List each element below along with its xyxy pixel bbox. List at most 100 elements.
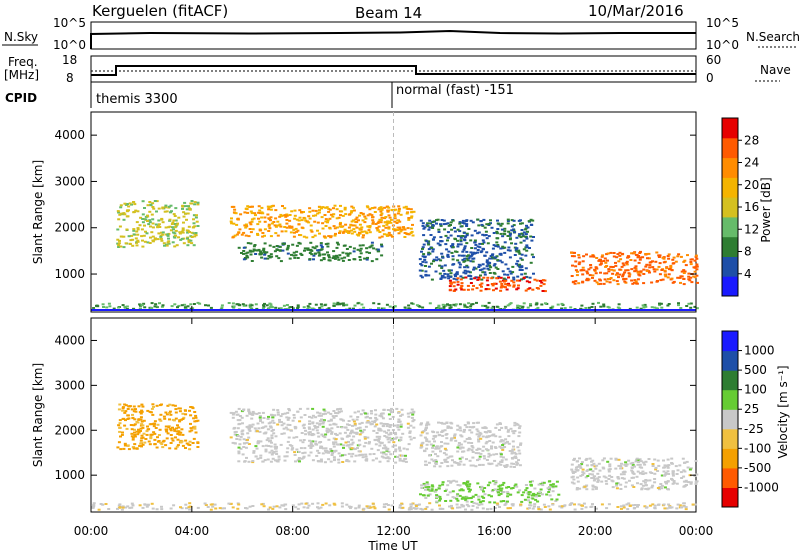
colorbar-tick-label: 24: [744, 156, 759, 170]
power-echo-cell: [151, 240, 155, 243]
power-echo-cell: [429, 234, 433, 236]
velocity-echo-cell: [355, 418, 359, 421]
power-echo-cell: [302, 235, 306, 238]
power-echo-cell: [535, 302, 539, 305]
power-echo-cell: [108, 305, 112, 308]
velocity-echo-cell: [299, 416, 303, 419]
velocity-echo-cell: [258, 430, 262, 433]
power-echo-cell: [475, 301, 478, 304]
velocity-echo-cell: [667, 473, 671, 475]
power-echo-cell: [607, 278, 610, 280]
velocity-echo-cell: [377, 429, 381, 432]
velocity-echo-cell: [127, 405, 131, 408]
velocity-echo-cell: [349, 506, 352, 509]
velocity-echo-cell: [443, 458, 447, 461]
power-echo-cell: [353, 224, 357, 227]
velocity-echo-cell: [630, 469, 634, 472]
velocity-echo-cell: [466, 497, 470, 500]
power-echo-cell: [483, 254, 487, 257]
power-echo-cell: [117, 244, 121, 247]
velocity-echo-cell: [264, 448, 268, 451]
velocity-echo-cell: [318, 441, 321, 444]
power-echo-cell: [363, 257, 367, 260]
velocity-echo-cell: [328, 429, 332, 432]
velocity-echo-cell: [653, 472, 657, 475]
velocity-echo-cell: [419, 423, 423, 426]
velocity-echo-cell: [373, 419, 377, 422]
power-echo-cell: [157, 207, 161, 210]
power-echo-cell: [659, 302, 663, 305]
power-echo-cell: [599, 282, 603, 285]
velocity-echo-cell: [657, 488, 661, 491]
velocity-echo-cell: [585, 470, 589, 472]
velocity-echo-cell: [644, 487, 648, 490]
velocity-echo-cell: [342, 444, 346, 447]
velocity-echo-cell: [581, 473, 585, 476]
power-echo-cell: [136, 227, 140, 230]
power-echo-cell: [694, 265, 698, 268]
velocity-echo-cell: [610, 476, 614, 478]
velocity-echo-cell: [389, 439, 393, 442]
velocity-echo-cell: [119, 448, 123, 451]
velocity-echo-cell: [400, 502, 404, 505]
velocity-colorbar-label: Velocity [m s⁻¹]: [776, 365, 790, 458]
power-echo-cell: [348, 252, 352, 255]
power-echo-cell: [146, 220, 149, 222]
velocity-echo-cell: [653, 481, 657, 484]
power-echo-cell: [373, 206, 377, 209]
velocity-echo-cell: [575, 460, 579, 463]
power-echo-cell: [285, 219, 289, 221]
power-echo-cell: [489, 266, 493, 269]
velocity-echo-cell: [292, 416, 296, 419]
power-echo-cell: [293, 231, 296, 234]
velocity-echo-cell: [302, 439, 306, 441]
power-echo-cell: [604, 261, 608, 264]
power-echo-cell: [258, 209, 262, 212]
power-echo-cell: [617, 303, 621, 306]
power-echo-cell: [427, 243, 431, 246]
velocity-echo-cell: [321, 413, 325, 416]
velocity-echo-cell: [127, 417, 131, 420]
power-echo-cell: [236, 217, 240, 220]
velocity-echo-cell: [455, 462, 459, 464]
velocity-echo-cell: [332, 423, 336, 426]
power-echo-cell: [639, 307, 643, 310]
power-echo-cell: [630, 279, 634, 282]
power-echo-cell: [385, 223, 389, 226]
velocity-echo-cell: [272, 408, 276, 411]
power-echo-cell: [232, 305, 236, 308]
velocity-echo-cell: [355, 427, 359, 430]
power-echo-cell: [343, 206, 347, 209]
velocity-echo-cell: [134, 410, 138, 413]
power-echo-cell: [352, 258, 356, 261]
power-y-tick-label: 2000: [54, 221, 85, 235]
velocity-echo-cell: [478, 463, 482, 466]
velocity-echo-cell: [452, 479, 456, 482]
power-echo-cell: [436, 218, 440, 221]
power-echo-cell: [522, 302, 526, 305]
velocity-echo-cell: [622, 477, 626, 480]
velocity-echo-cell: [424, 497, 428, 499]
power-echo-cell: [525, 249, 529, 252]
power-echo-cell: [624, 277, 628, 280]
freq-unit: [MHz]: [4, 68, 39, 82]
power-echo-cell: [655, 268, 659, 271]
velocity-echo-cell: [176, 444, 180, 447]
power-echo-cell: [444, 243, 448, 246]
power-echo-cell: [660, 269, 664, 271]
nsky-panel: N.Sky 10^5 10^0 10^5 10^0 N.Search: [2, 16, 800, 52]
power-echo-cell: [459, 236, 463, 239]
velocity-echo-cell: [434, 447, 438, 450]
power-echo-cell: [366, 214, 370, 217]
power-echo-cell: [169, 229, 173, 232]
velocity-echo-cell: [526, 507, 530, 510]
power-echo-cell: [682, 278, 686, 280]
velocity-echo-cell: [512, 445, 515, 448]
velocity-echo-cell: [444, 433, 448, 436]
power-echo-cell: [160, 305, 164, 308]
power-echo-cell: [148, 201, 152, 203]
power-echo-cell: [148, 210, 152, 213]
velocity-echo-cell: [288, 424, 292, 426]
power-echo-cell: [496, 268, 500, 270]
power-echo-cell: [462, 260, 466, 263]
